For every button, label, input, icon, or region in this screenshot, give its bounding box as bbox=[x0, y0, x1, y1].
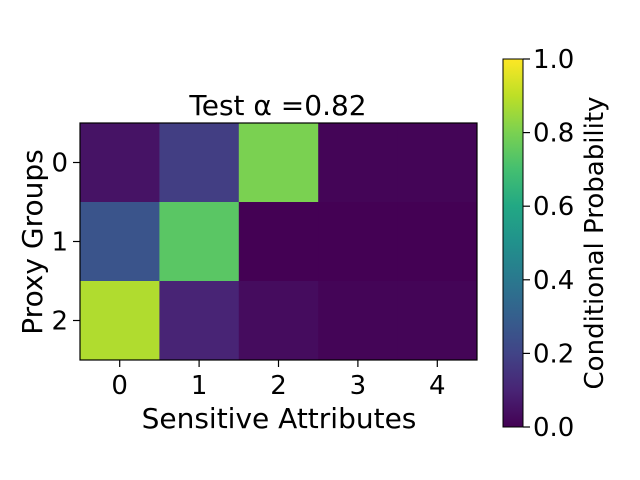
heatmap-cell bbox=[238, 281, 319, 361]
colorbar-tick-label: 0.0 bbox=[533, 413, 574, 443]
colorbar-ticks: 0.0 0.2 0.4 0.6 0.8 1.0 bbox=[523, 45, 574, 443]
heatmap-cell bbox=[80, 123, 160, 203]
x-axis-label: Sensitive Attributes bbox=[142, 402, 417, 435]
y-tick-label: 0 bbox=[51, 149, 68, 179]
x-axis-ticks: 0 1 2 3 4 bbox=[111, 360, 446, 401]
y-axis-label: Proxy Groups bbox=[16, 149, 49, 334]
y-tick-label: 1 bbox=[51, 228, 68, 258]
x-tick-label: 1 bbox=[191, 371, 208, 401]
chart-title: Test α =0.82 bbox=[188, 89, 366, 122]
heatmap-cell bbox=[80, 281, 160, 361]
heatmap-cell bbox=[397, 202, 478, 282]
heatmap-cell bbox=[238, 123, 319, 203]
colorbar-tick-label: 0.6 bbox=[533, 192, 574, 222]
y-tick-label: 2 bbox=[51, 307, 68, 337]
x-tick-label: 2 bbox=[270, 371, 287, 401]
heatmap-cell bbox=[318, 123, 399, 203]
colorbar-tick-label: 0.2 bbox=[533, 339, 574, 369]
heatmap-cells bbox=[80, 123, 478, 361]
colorbar bbox=[502, 58, 524, 428]
heatmap-cell bbox=[159, 123, 240, 203]
colorbar-tick-label: 1.0 bbox=[533, 45, 574, 75]
colorbar-tick-label: 0.8 bbox=[533, 119, 574, 149]
colorbar-label: Conditional Probability bbox=[580, 97, 610, 390]
colorbar-tick-label: 0.4 bbox=[533, 266, 574, 296]
heatmap-cell bbox=[159, 281, 240, 361]
heatmap-cell bbox=[397, 123, 478, 203]
heatmap-cell bbox=[159, 202, 240, 282]
x-tick-label: 4 bbox=[429, 371, 446, 401]
heatmap-cell bbox=[80, 202, 160, 282]
heatmap-cell bbox=[318, 281, 399, 361]
heatmap-cell bbox=[397, 281, 478, 361]
y-axis-ticks: 0 1 2 bbox=[51, 149, 80, 337]
x-tick-label: 0 bbox=[111, 371, 128, 401]
heatmap-cell bbox=[318, 202, 399, 282]
heatmap-cell bbox=[238, 202, 319, 282]
x-tick-label: 3 bbox=[350, 371, 367, 401]
